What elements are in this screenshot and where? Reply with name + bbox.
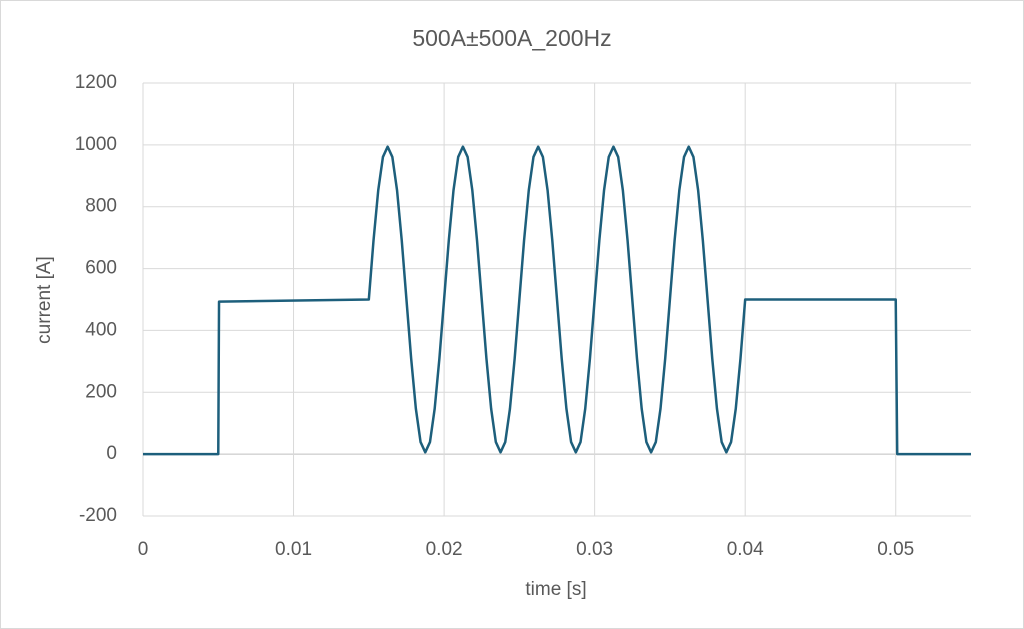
x-tick-label: 0.05 (877, 539, 914, 560)
y-tick-label: 800 (85, 196, 117, 217)
x-tick-label: 0.02 (426, 539, 463, 560)
chart-title: 500A±500A_200Hz (412, 25, 611, 51)
y-tick-label: 600 (85, 258, 117, 279)
y-tick-label: 0 (106, 443, 117, 464)
y-tick-label: 400 (85, 319, 117, 340)
y-tick-label: 200 (85, 381, 117, 402)
y-tick-label: 1200 (75, 72, 117, 93)
data-line (143, 145, 971, 456)
y-tick-label: -200 (79, 505, 117, 526)
y-tick-label: 1000 (75, 134, 117, 155)
x-axis-label: time [s] (525, 579, 586, 600)
y-axis-label: current [A] (34, 256, 55, 344)
x-tick-label: 0 (138, 539, 149, 560)
x-tick-label: 0.04 (727, 539, 764, 560)
x-tick-label: 0.01 (275, 539, 312, 560)
x-tick-label: 0.03 (576, 539, 613, 560)
